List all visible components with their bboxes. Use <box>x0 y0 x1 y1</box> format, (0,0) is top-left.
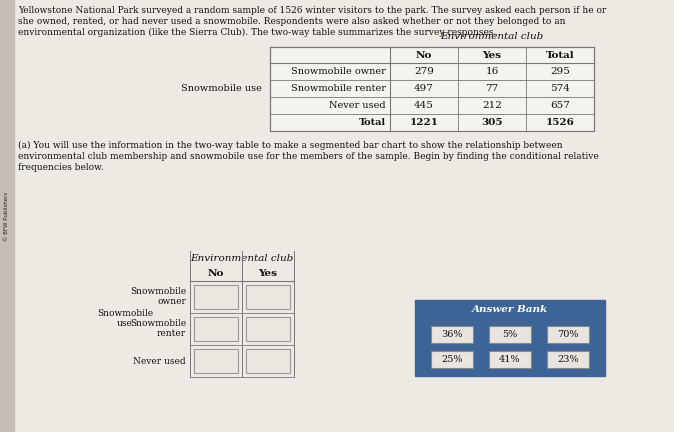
Text: Snowmobile owner: Snowmobile owner <box>291 67 386 76</box>
Text: Never used: Never used <box>330 101 386 110</box>
Bar <box>194 285 238 309</box>
Text: 41%: 41% <box>499 355 521 364</box>
Text: 657: 657 <box>550 101 570 110</box>
Text: Yellowstone National Park surveyed a random sample of 1526 winter visitors to th: Yellowstone National Park surveyed a ran… <box>18 6 607 15</box>
Text: 279: 279 <box>414 67 434 76</box>
Text: 497: 497 <box>414 84 434 93</box>
Text: Snowmobile renter: Snowmobile renter <box>291 84 386 93</box>
Bar <box>0 0 14 432</box>
Text: she owned, rented, or had never used a snowmobile. Respondents were also asked w: she owned, rented, or had never used a s… <box>18 17 565 26</box>
Text: 16: 16 <box>485 67 499 76</box>
Text: 212: 212 <box>482 101 502 110</box>
Bar <box>431 351 473 368</box>
Bar <box>431 326 473 343</box>
Text: frequencies below.: frequencies below. <box>18 163 104 172</box>
Text: Yes: Yes <box>259 269 278 277</box>
Text: No: No <box>416 51 432 60</box>
Text: Snowmobile use: Snowmobile use <box>181 84 262 93</box>
Text: Snowmobile: Snowmobile <box>130 320 186 328</box>
Text: 25%: 25% <box>441 355 463 364</box>
Bar <box>246 349 290 373</box>
Text: Snowmobile: Snowmobile <box>97 308 153 318</box>
Text: Environmental club: Environmental club <box>190 254 294 263</box>
Bar <box>489 326 531 343</box>
Bar <box>194 349 238 373</box>
Text: 1221: 1221 <box>410 118 439 127</box>
Text: © BFW Publishers: © BFW Publishers <box>5 191 9 241</box>
Bar <box>489 351 531 368</box>
Text: renter: renter <box>157 330 186 339</box>
Text: No: No <box>208 269 224 277</box>
Text: Snowmobile: Snowmobile <box>130 288 186 296</box>
Text: owner: owner <box>157 298 186 306</box>
Text: 295: 295 <box>550 67 570 76</box>
Text: environmental club membership and snowmobile use for the members of the sample. : environmental club membership and snowmo… <box>18 152 599 161</box>
Bar <box>270 47 594 131</box>
Text: use: use <box>117 318 133 327</box>
Text: 1526: 1526 <box>545 118 574 127</box>
Bar <box>194 317 238 341</box>
Text: Total: Total <box>546 51 574 60</box>
Text: 36%: 36% <box>441 330 463 339</box>
Text: Never used: Never used <box>133 356 186 365</box>
Bar <box>246 317 290 341</box>
Text: 305: 305 <box>481 118 503 127</box>
Text: (a) You will use the information in the two-way table to make a segmented bar ch: (a) You will use the information in the … <box>18 141 563 150</box>
Text: 5%: 5% <box>502 330 518 339</box>
Bar <box>547 351 589 368</box>
Bar <box>547 326 589 343</box>
Text: Environmental club: Environmental club <box>440 32 544 41</box>
Text: 77: 77 <box>485 84 499 93</box>
Text: Answer Bank: Answer Bank <box>472 305 548 314</box>
Text: Total: Total <box>359 118 386 127</box>
Text: environmental organization (like the Sierra Club). The two-way table summarizes : environmental organization (like the Sie… <box>18 28 496 37</box>
Text: 445: 445 <box>414 101 434 110</box>
Bar <box>415 300 605 376</box>
Text: Yes: Yes <box>483 51 501 60</box>
Text: 70%: 70% <box>557 330 579 339</box>
Text: 23%: 23% <box>557 355 579 364</box>
Bar <box>246 285 290 309</box>
Text: 574: 574 <box>550 84 570 93</box>
